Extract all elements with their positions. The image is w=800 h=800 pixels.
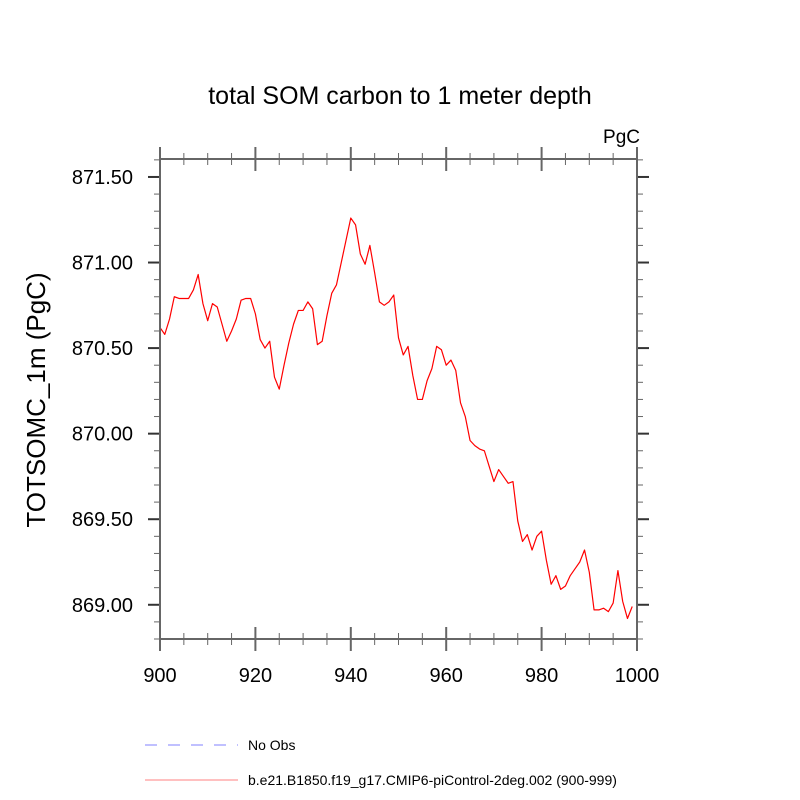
y-tick-label: 871.50	[72, 167, 133, 189]
legend-label: No Obs	[248, 737, 295, 753]
legend-item: b.e21.B1850.f19_g17.CMIP6-piControl-2deg…	[145, 772, 617, 788]
y-tick-label: 870.00	[72, 424, 133, 446]
legend-item: No Obs	[145, 737, 295, 753]
y-tick-label: 870.50	[72, 338, 133, 360]
y-tick-label: 871.00	[72, 253, 133, 275]
x-tick-label: 960	[430, 665, 463, 687]
series-line	[159, 217, 633, 620]
tick-labels-layer: 900 920 940 960 980 1000 869.00 869.50 870.00 870…	[72, 167, 659, 687]
series-layer	[159, 217, 633, 620]
legend: No Obs b.e21.B1850.f19_g17.CMIP6-piContro…	[145, 737, 617, 788]
x-tick-label: 940	[334, 665, 367, 687]
x-tick-label: 980	[525, 665, 558, 687]
y-tick-label: 869.00	[72, 595, 133, 617]
chart-title: total SOM carbon to 1 meter depth	[208, 82, 592, 110]
ticks-layer	[148, 147, 649, 651]
plot-frame	[159, 158, 638, 640]
x-tick-label: 900	[143, 665, 176, 687]
y-axis-label: TOTSOMC_1m (PgC)	[21, 272, 51, 527]
units-label: PgC	[603, 127, 640, 148]
x-tick-label: 920	[239, 665, 272, 687]
y-tick-label: 869.50	[72, 509, 133, 531]
x-tick-label: 1000	[615, 665, 660, 687]
legend-label: b.e21.B1850.f19_g17.CMIP6-piControl-2deg…	[248, 772, 617, 788]
